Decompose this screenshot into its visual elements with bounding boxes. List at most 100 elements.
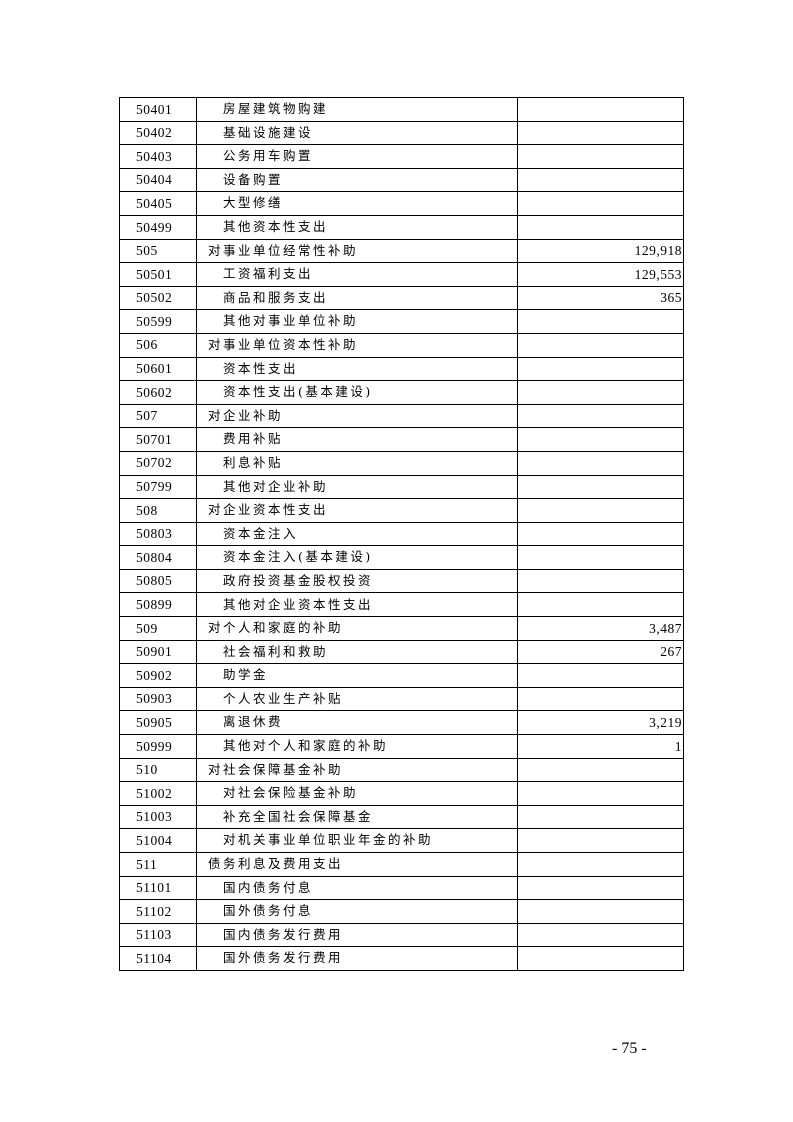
name-cell: 对社会保障基金补助: [196, 757, 518, 783]
name-cell: 基础设施建设: [196, 120, 518, 146]
name-cell: 其他对个人和家庭的补助: [196, 734, 518, 759]
name-cell: 资本性支出: [196, 356, 518, 382]
value-cell: [517, 781, 684, 806]
code-cell: 511: [119, 852, 197, 877]
code-cell: 50805: [119, 568, 197, 594]
page-number: - 75 -: [612, 1040, 647, 1057]
table-row: 50499 其他资本性支出: [119, 214, 684, 240]
value-cell: [517, 97, 684, 122]
table-row: 50403 公务用车购置: [119, 144, 684, 169]
code-cell: 50404: [119, 167, 197, 193]
table-row: 50602 资本性支出(基本建设): [119, 380, 684, 405]
name-cell: 对企业资本性支出: [196, 498, 518, 523]
value-cell: 3,219: [517, 710, 684, 736]
table-row: 51102 国外债务付息: [119, 899, 684, 924]
name-cell: 政府投资基金股权投资: [196, 568, 518, 594]
table-row: 50902 助学金: [119, 663, 684, 688]
code-cell: 50403: [119, 144, 197, 169]
code-cell: 50602: [119, 380, 197, 405]
code-cell: 50405: [119, 191, 197, 216]
code-cell: 50701: [119, 427, 197, 452]
value-cell: [517, 899, 684, 924]
value-cell: [517, 191, 684, 216]
code-cell: 506: [119, 332, 197, 358]
name-cell: 其他资本性支出: [196, 214, 518, 240]
value-cell: [517, 214, 684, 240]
value-cell: [517, 450, 684, 476]
code-cell: 507: [119, 403, 197, 429]
table-row: 51101 国内债务付息: [119, 875, 684, 901]
code-cell: 51003: [119, 804, 197, 830]
value-cell: [517, 427, 684, 452]
name-cell: 国外债务付息: [196, 899, 518, 924]
name-cell: 资本金注入: [196, 521, 518, 547]
code-cell: 50804: [119, 545, 197, 570]
name-cell: 设备购置: [196, 167, 518, 193]
value-cell: [517, 922, 684, 948]
name-cell: 对事业单位经常性补助: [196, 238, 518, 264]
code-cell: 51004: [119, 828, 197, 853]
value-cell: [517, 592, 684, 618]
name-cell: 补充全国社会保障基金: [196, 804, 518, 830]
code-cell: 50402: [119, 120, 197, 146]
value-cell: [517, 568, 684, 594]
name-cell: 对社会保险基金补助: [196, 781, 518, 806]
table-row: 507 对企业补助: [119, 403, 684, 429]
code-cell: 50401: [119, 97, 197, 122]
value-cell: [517, 403, 684, 429]
table-row: 50905 离退休费 3,219: [119, 710, 684, 736]
value-cell: 1: [517, 734, 684, 759]
name-cell: 国内债务发行费用: [196, 922, 518, 948]
value-cell: 267: [517, 639, 684, 665]
value-cell: [517, 474, 684, 500]
table-row: 50803 资本金注入: [119, 521, 684, 547]
name-cell: 对个人和家庭的补助: [196, 616, 518, 641]
value-cell: [517, 356, 684, 382]
value-cell: 3,487: [517, 616, 684, 641]
table-row: 50702 利息补贴: [119, 450, 684, 476]
name-cell: 对企业补助: [196, 403, 518, 429]
table-row: 50599 其他对事业单位补助: [119, 309, 684, 334]
value-cell: [517, 946, 684, 971]
code-cell: 50599: [119, 309, 197, 334]
name-cell: 助学金: [196, 663, 518, 688]
name-cell: 离退休费: [196, 710, 518, 736]
name-cell: 社会福利和救助: [196, 639, 518, 665]
name-cell: 对机关事业单位职业年金的补助: [196, 828, 518, 853]
name-cell: 公务用车购置: [196, 144, 518, 169]
code-cell: 51103: [119, 922, 197, 948]
table-row: 50804 资本金注入(基本建设): [119, 545, 684, 570]
code-cell: 50902: [119, 663, 197, 688]
name-cell: 资本金注入(基本建设): [196, 545, 518, 570]
name-cell: 资本性支出(基本建设): [196, 380, 518, 405]
table-row: 51003 补充全国社会保障基金: [119, 804, 684, 830]
code-cell: 50803: [119, 521, 197, 547]
table-row: 50901 社会福利和救助 267: [119, 639, 684, 665]
table-row: 51004 对机关事业单位职业年金的补助: [119, 828, 684, 853]
code-cell: 510: [119, 757, 197, 783]
table-row: 51103 国内债务发行费用: [119, 922, 684, 948]
name-cell: 其他对事业单位补助: [196, 309, 518, 334]
code-cell: 50899: [119, 592, 197, 618]
name-cell: 房屋建筑物购建: [196, 97, 518, 122]
code-cell: 50999: [119, 734, 197, 759]
table-row: 50799 其他对企业补助: [119, 474, 684, 500]
code-cell: 50502: [119, 285, 197, 311]
name-cell: 对事业单位资本性补助: [196, 332, 518, 358]
name-cell: 其他对企业资本性支出: [196, 592, 518, 618]
name-cell: 工资福利支出: [196, 262, 518, 287]
table-row: 50601 资本性支出: [119, 356, 684, 382]
value-cell: [517, 828, 684, 853]
table-row: 505 对事业单位经常性补助 129,918: [119, 238, 684, 264]
table-row: 50401 房屋建筑物购建: [119, 97, 684, 122]
code-cell: 505: [119, 238, 197, 264]
table-row: 51104 国外债务发行费用: [119, 946, 684, 971]
value-cell: 365: [517, 285, 684, 311]
expenditure-table: 50401 房屋建筑物购建 50402 基础设施建设 50403 公务用车购置 50404 设…: [119, 97, 684, 971]
code-cell: 50702: [119, 450, 197, 476]
code-cell: 50499: [119, 214, 197, 240]
value-cell: [517, 545, 684, 570]
table-row: 50402 基础设施建设: [119, 120, 684, 146]
table-row: 51002 对社会保险基金补助: [119, 781, 684, 806]
name-cell: 个人农业生产补贴: [196, 686, 518, 712]
